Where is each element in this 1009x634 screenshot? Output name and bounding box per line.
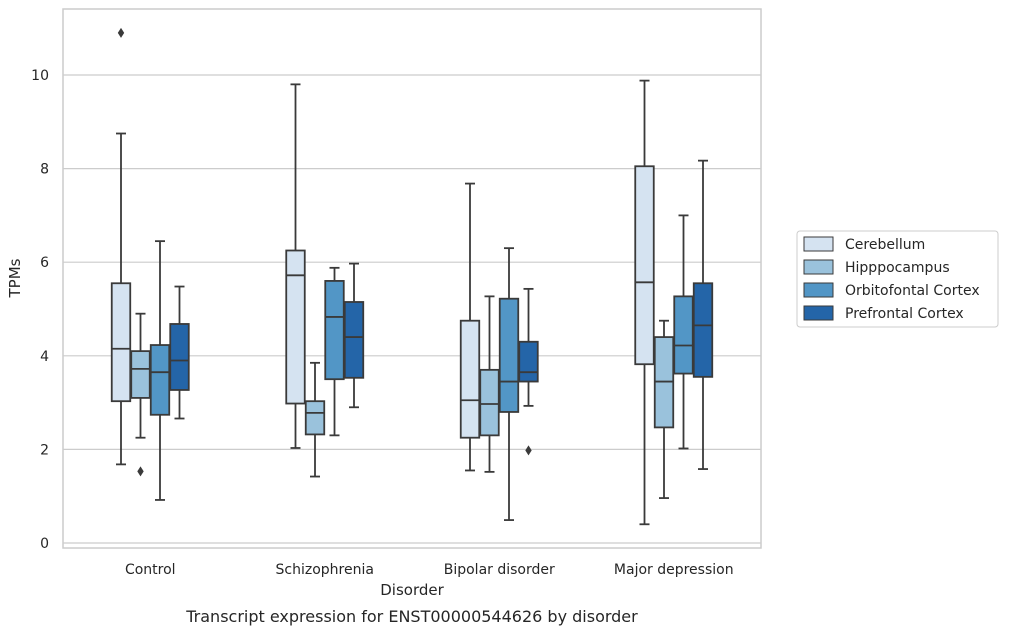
box-hipppocampus-0 (130, 312, 151, 477)
legend-swatch (803, 305, 834, 321)
box-hipppocampus-3 (653, 319, 675, 499)
x-tick-labels: Control Schizophrenia Bipolar disorder Majo… (125, 562, 734, 578)
chart-caption: Transcript expression for ENST0000054462… (185, 607, 638, 626)
box-cerebellum-0 (110, 27, 132, 466)
box-hipppocampus-1 (304, 361, 326, 478)
box-body (343, 301, 365, 379)
box-body (304, 400, 326, 436)
box-body (459, 319, 481, 439)
outlier-point (137, 466, 144, 477)
x-tick-label: Schizophrenia (276, 562, 374, 578)
legend-label: Orbitofontal Cortex (845, 283, 980, 299)
box-body (324, 280, 345, 381)
box-prefrontal-cortex-3 (692, 159, 714, 470)
x-tick-label: Bipolar disorder (444, 562, 555, 578)
y-tick-label: 10 (31, 68, 49, 84)
legend-label: Cerebellum (845, 237, 925, 253)
y-tick-label: 0 (40, 536, 49, 552)
box-body (479, 368, 500, 437)
outlier-point (117, 27, 125, 38)
y-axis-label: TPMs (6, 258, 24, 298)
box-cerebellum-2 (459, 182, 481, 472)
box-body (110, 282, 132, 403)
box-body (149, 344, 171, 416)
legend-swatch (803, 282, 834, 298)
legend-swatch (803, 236, 834, 252)
box-hipppocampus-2 (479, 295, 500, 473)
box-orbitofontal-cortex-2 (498, 247, 520, 521)
legend-label: Hipppocampus (845, 260, 950, 276)
box-body (169, 323, 190, 391)
y-tick-labels: 0 2 4 6 8 10 (31, 68, 49, 552)
outlier-point (525, 445, 532, 456)
boxes-layer (110, 27, 714, 526)
legend-items: Cerebellum Hipppocampus Orbitofontal Corte… (803, 236, 980, 322)
box-body (518, 340, 539, 383)
box-cerebellum-1 (285, 83, 306, 449)
box-body (285, 249, 306, 405)
box-cerebellum-3 (634, 79, 655, 526)
box-prefrontal-cortex-1 (343, 262, 365, 409)
y-tick-label: 6 (40, 255, 49, 271)
legend: Cerebellum Hipppocampus Orbitofontal Corte… (796, 230, 999, 328)
x-axis-label: Disorder (380, 581, 444, 599)
box-orbitofontal-cortex-1 (324, 266, 345, 437)
box-prefrontal-cortex-0 (169, 285, 190, 420)
y-tick-label: 4 (40, 349, 49, 365)
box-orbitofontal-cortex-3 (673, 214, 694, 450)
box-orbitofontal-cortex-0 (149, 240, 171, 501)
plot-frame (62, 8, 762, 549)
y-tick-label: 8 (40, 162, 49, 178)
legend-swatch (803, 259, 834, 275)
box-body (692, 282, 714, 378)
box-body (634, 165, 655, 366)
legend-frame (796, 230, 999, 328)
x-tick-label: Control (125, 562, 176, 578)
box-body (498, 297, 520, 413)
legend-label: Prefrontal Cortex (845, 306, 964, 322)
x-tick-label: Major depression (614, 562, 734, 578)
grid-layer (63, 74, 761, 544)
box-prefrontal-cortex-2 (518, 287, 539, 456)
box-body (130, 350, 151, 399)
box-body (673, 295, 694, 375)
y-tick-label: 2 (40, 442, 49, 458)
